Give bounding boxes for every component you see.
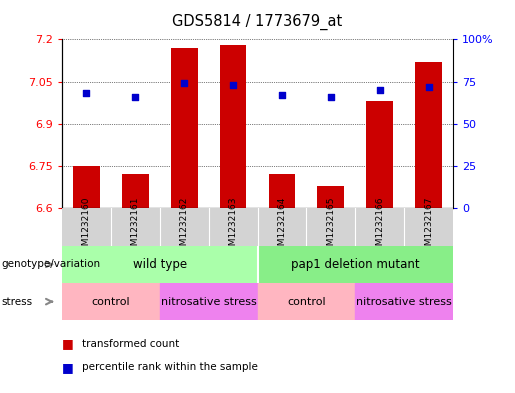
Bar (317, 186, 345, 208)
Text: genotype/variation: genotype/variation (1, 259, 100, 269)
Text: nitrosative stress: nitrosative stress (356, 297, 452, 307)
Bar (73, 166, 100, 208)
Text: GDS5814 / 1773679_at: GDS5814 / 1773679_at (173, 14, 342, 30)
Text: GSM1232165: GSM1232165 (327, 197, 335, 257)
Text: GSM1232164: GSM1232164 (278, 197, 286, 257)
Text: nitrosative stress: nitrosative stress (161, 297, 256, 307)
Bar (62, 283, 160, 320)
Text: control: control (92, 297, 130, 307)
Bar (355, 283, 453, 320)
Text: wild type: wild type (132, 258, 187, 271)
Text: GSM1232161: GSM1232161 (131, 197, 140, 257)
Text: GSM1232163: GSM1232163 (229, 197, 237, 257)
Point (180, 80, 188, 86)
Bar (258, 246, 453, 283)
Point (424, 83, 433, 90)
Text: GSM1232166: GSM1232166 (375, 197, 384, 257)
Text: pap1 deletion mutant: pap1 deletion mutant (291, 258, 420, 271)
Point (229, 82, 237, 88)
Bar (258, 283, 355, 320)
Text: percentile rank within the sample: percentile rank within the sample (82, 362, 259, 373)
Point (327, 94, 335, 100)
Text: transformed count: transformed count (82, 339, 180, 349)
Point (278, 92, 286, 98)
Text: control: control (287, 297, 325, 307)
Bar (122, 174, 149, 208)
Text: stress: stress (1, 297, 32, 307)
Point (375, 87, 384, 93)
Bar (170, 48, 198, 208)
Point (131, 94, 139, 100)
Text: GSM1232167: GSM1232167 (424, 197, 433, 257)
Bar (415, 62, 442, 208)
Text: GSM1232162: GSM1232162 (180, 197, 188, 257)
Bar (160, 283, 258, 320)
Bar (219, 45, 247, 208)
Text: ■: ■ (62, 337, 74, 351)
Bar (62, 246, 258, 283)
Bar (268, 174, 296, 208)
Text: ■: ■ (62, 361, 74, 374)
Text: GSM1232160: GSM1232160 (82, 197, 91, 257)
Bar (366, 101, 393, 208)
Point (82, 90, 91, 97)
